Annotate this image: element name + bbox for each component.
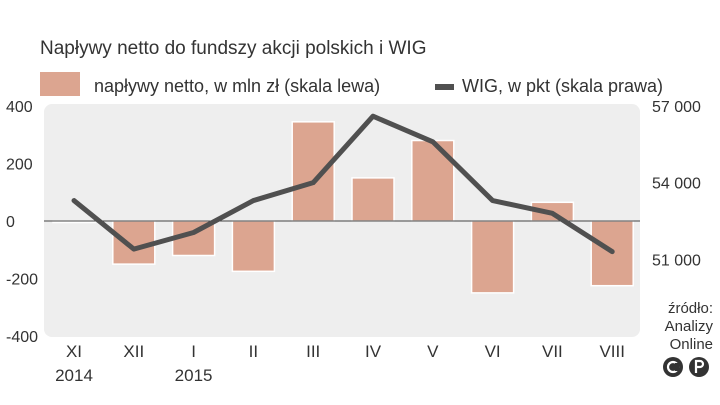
legend-bar-label: napływy netto, w mln zł (skala lewa) xyxy=(94,76,380,96)
right-axis: 57 000 54 000 51 000 xyxy=(652,99,701,269)
left-axis: 400 200 0 -200 -400 xyxy=(6,99,38,346)
bar xyxy=(411,139,455,222)
x-tick-label: III xyxy=(306,342,320,361)
x-tick-label: I xyxy=(191,342,196,361)
bar-series xyxy=(52,121,634,294)
x-year-label: 2014 xyxy=(55,366,93,385)
source-label: źródło: xyxy=(668,300,713,317)
line-series xyxy=(71,113,615,255)
chart-title: Napływy netto do fundszy akcji polskich … xyxy=(40,38,427,59)
x-tick-label: XII xyxy=(123,342,144,361)
source-name-line1: Analizy xyxy=(665,318,714,335)
bar xyxy=(231,220,276,273)
bar xyxy=(112,220,156,265)
right-tick-label: 51 000 xyxy=(652,252,701,269)
left-tick-label: -200 xyxy=(6,272,38,289)
x-tick-label: IV xyxy=(365,342,382,361)
legend-line-label: WIG, w pkt (skala prawa) xyxy=(462,76,663,96)
x-year-label: 2015 xyxy=(175,366,213,385)
x-tick-label: VII xyxy=(542,342,563,361)
right-tick-label: 57 000 xyxy=(652,99,701,116)
wig-line xyxy=(71,113,615,255)
x-tick-label: VIII xyxy=(599,342,625,361)
x-tick-label: XI xyxy=(66,342,82,361)
x-tick-label: V xyxy=(427,342,439,361)
cc-pd-logo xyxy=(663,357,709,377)
right-tick-label: 54 000 xyxy=(652,176,701,193)
left-tick-label: 400 xyxy=(6,99,33,116)
x-tick-label: VI xyxy=(485,342,501,361)
left-tick-label: 0 xyxy=(6,214,15,231)
left-tick-label: 200 xyxy=(6,157,33,174)
bar xyxy=(351,177,395,222)
bar xyxy=(291,121,335,222)
bar xyxy=(470,220,515,294)
source-name-line2: Online xyxy=(670,336,713,353)
left-tick-label: -400 xyxy=(6,329,38,346)
x-tick-label: II xyxy=(249,342,258,361)
legend-bar-swatch xyxy=(40,72,80,96)
